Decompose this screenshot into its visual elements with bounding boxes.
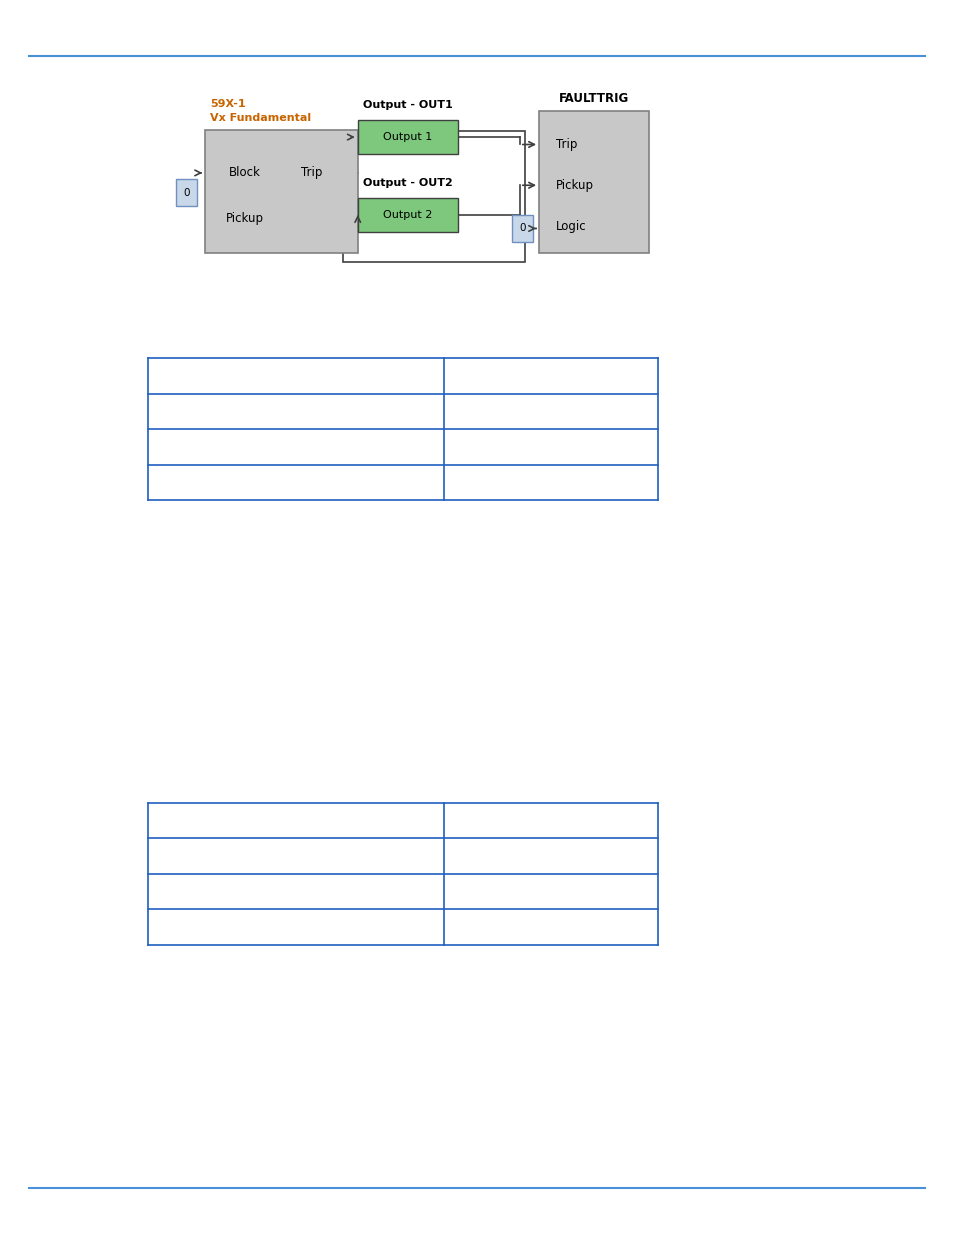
FancyBboxPatch shape xyxy=(357,198,457,232)
Text: Output 2: Output 2 xyxy=(383,210,432,220)
FancyBboxPatch shape xyxy=(205,130,357,253)
FancyBboxPatch shape xyxy=(512,215,533,242)
Text: Output - OUT2: Output - OUT2 xyxy=(362,178,453,188)
Text: 59X-1: 59X-1 xyxy=(210,100,245,110)
FancyBboxPatch shape xyxy=(538,111,648,253)
Text: 0: 0 xyxy=(519,224,525,233)
FancyBboxPatch shape xyxy=(176,179,197,206)
Text: Vx Fundamental: Vx Fundamental xyxy=(210,114,311,124)
Text: Logic: Logic xyxy=(556,220,586,232)
FancyBboxPatch shape xyxy=(357,120,457,154)
Text: Output 1: Output 1 xyxy=(383,132,432,142)
Text: Trip: Trip xyxy=(556,138,577,151)
Text: Pickup: Pickup xyxy=(556,179,594,191)
Text: Pickup: Pickup xyxy=(226,212,264,225)
Text: Block: Block xyxy=(229,167,260,179)
Text: FAULTTRIG: FAULTTRIG xyxy=(558,93,628,105)
Text: Output - OUT1: Output - OUT1 xyxy=(362,100,453,110)
Text: Trip: Trip xyxy=(300,167,321,179)
Text: 0: 0 xyxy=(184,188,190,198)
